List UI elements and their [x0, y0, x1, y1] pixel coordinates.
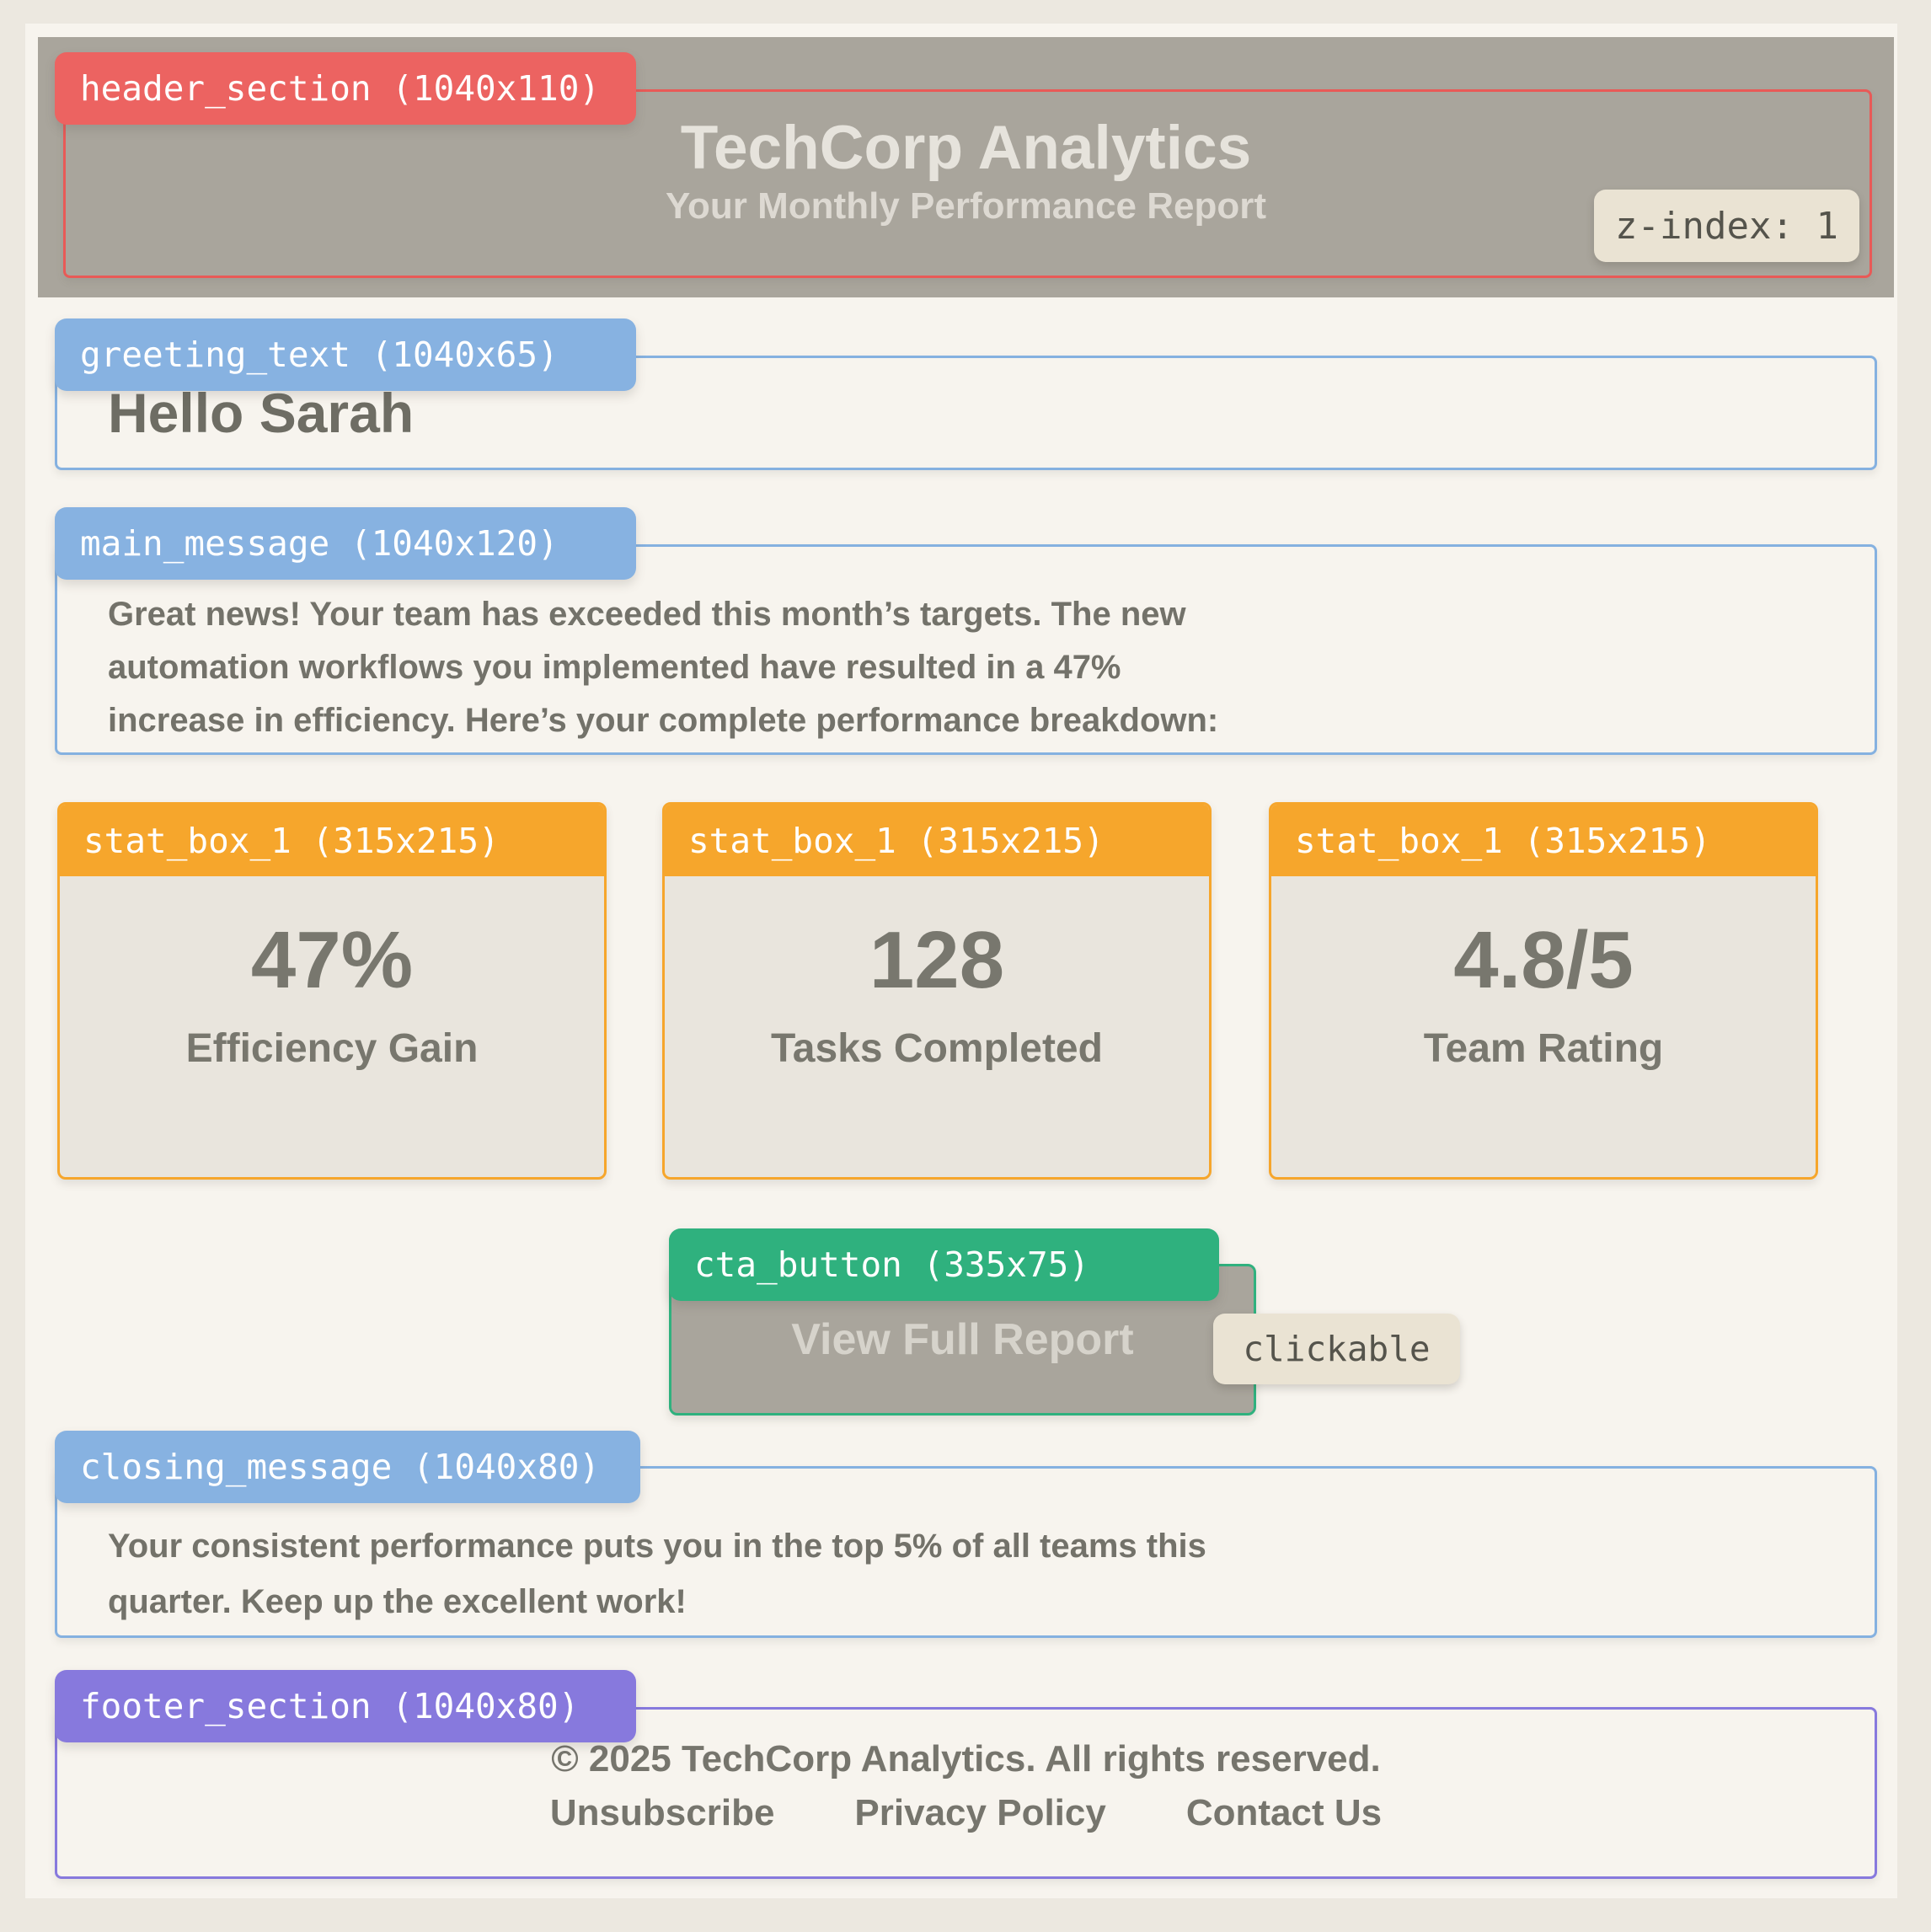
z-index-badge: z-index: 1: [1594, 190, 1859, 262]
stat-caption: Tasks Completed: [771, 1026, 1103, 1071]
stat-box-tag: stat_box_1 (315x215): [1271, 805, 1816, 876]
closing-message-tag-label: closing_message (1040x80): [80, 1447, 601, 1487]
main-message-text: Great news! Your team has exceeded this …: [108, 588, 1218, 747]
footer-box: [55, 1707, 1877, 1879]
stat-box-tag: stat_box_1 (315x215): [60, 805, 604, 876]
main-message-line: Great news! Your team has exceeded this …: [108, 596, 1186, 633]
footer-section-tag-label: footer_section (1040x80): [80, 1686, 580, 1726]
main-message-line: automation workflows you implemented hav…: [108, 649, 1121, 686]
cta-button-tag: cta_button (335x75): [669, 1228, 1219, 1301]
page-title: TechCorp Analytics: [680, 114, 1252, 182]
z-index-badge-label: z-index: 1: [1615, 204, 1838, 248]
cta-button-tag-label: cta_button (335x75): [694, 1244, 1089, 1285]
stat-box-tag-label: stat_box_1 (315x215): [688, 820, 1105, 861]
footer-links: Unsubscribe Privacy Policy Contact Us: [55, 1792, 1877, 1834]
closing-message-line: Your consistent performance puts you in …: [108, 1527, 1206, 1565]
stat-box: stat_box_1 (315x215) 128 Tasks Completed: [662, 802, 1212, 1180]
stat-caption: Efficiency Gain: [185, 1026, 479, 1071]
closing-message-line: quarter. Keep up the excellent work!: [108, 1582, 687, 1620]
stat-value: 47%: [250, 915, 414, 1005]
stat-box-tag: stat_box_1 (315x215): [665, 805, 1209, 876]
footer-link-unsubscribe[interactable]: Unsubscribe: [549, 1792, 775, 1833]
footer-link-contact-us[interactable]: Contact Us: [1185, 1792, 1383, 1833]
stat-box-tag-label: stat_box_1 (315x215): [1295, 820, 1711, 861]
clickable-badge-label: clickable: [1243, 1329, 1431, 1369]
main-message-tag: main_message (1040x120): [55, 507, 636, 580]
greeting-text: Hello Sarah: [108, 382, 415, 444]
copyright-text: © 2025 TechCorp Analytics. All rights re…: [551, 1738, 1381, 1779]
main-message-line: increase in efficiency. Here’s your comp…: [108, 702, 1219, 739]
greeting-box: [55, 356, 1877, 470]
closing-message-text: Your consistent performance puts you in …: [108, 1518, 1206, 1630]
stat-box: stat_box_1 (315x215) 4.8/5 Team Rating: [1269, 802, 1818, 1180]
clickable-badge: clickable: [1213, 1314, 1460, 1384]
stat-value: 4.8/5: [1453, 915, 1634, 1005]
page-subtitle: Your Monthly Performance Report: [665, 185, 1267, 227]
cta-button-label: View Full Report: [791, 1315, 1134, 1364]
main-message-tag-label: main_message (1040x120): [80, 523, 559, 564]
header-section-tag: header_section (1040x110): [55, 52, 636, 125]
stat-caption: Team Rating: [1423, 1026, 1664, 1071]
header-section-tag-label: header_section (1040x110): [80, 68, 601, 109]
header-section-outline: [63, 89, 1872, 278]
greeting-tag: greeting_text (1040x65): [55, 318, 636, 391]
stat-value: 128: [869, 915, 1005, 1005]
main-message-box: [55, 544, 1877, 755]
closing-message-box: [55, 1466, 1877, 1638]
greeting-tag-label: greeting_text (1040x65): [80, 334, 559, 375]
closing-message-tag: closing_message (1040x80): [55, 1431, 640, 1503]
footer-link-privacy-policy[interactable]: Privacy Policy: [854, 1792, 1106, 1833]
stat-box: stat_box_1 (315x215) 47% Efficiency Gain: [57, 802, 607, 1180]
stat-box-tag-label: stat_box_1 (315x215): [83, 820, 500, 861]
footer-section-tag: footer_section (1040x80): [55, 1670, 636, 1742]
